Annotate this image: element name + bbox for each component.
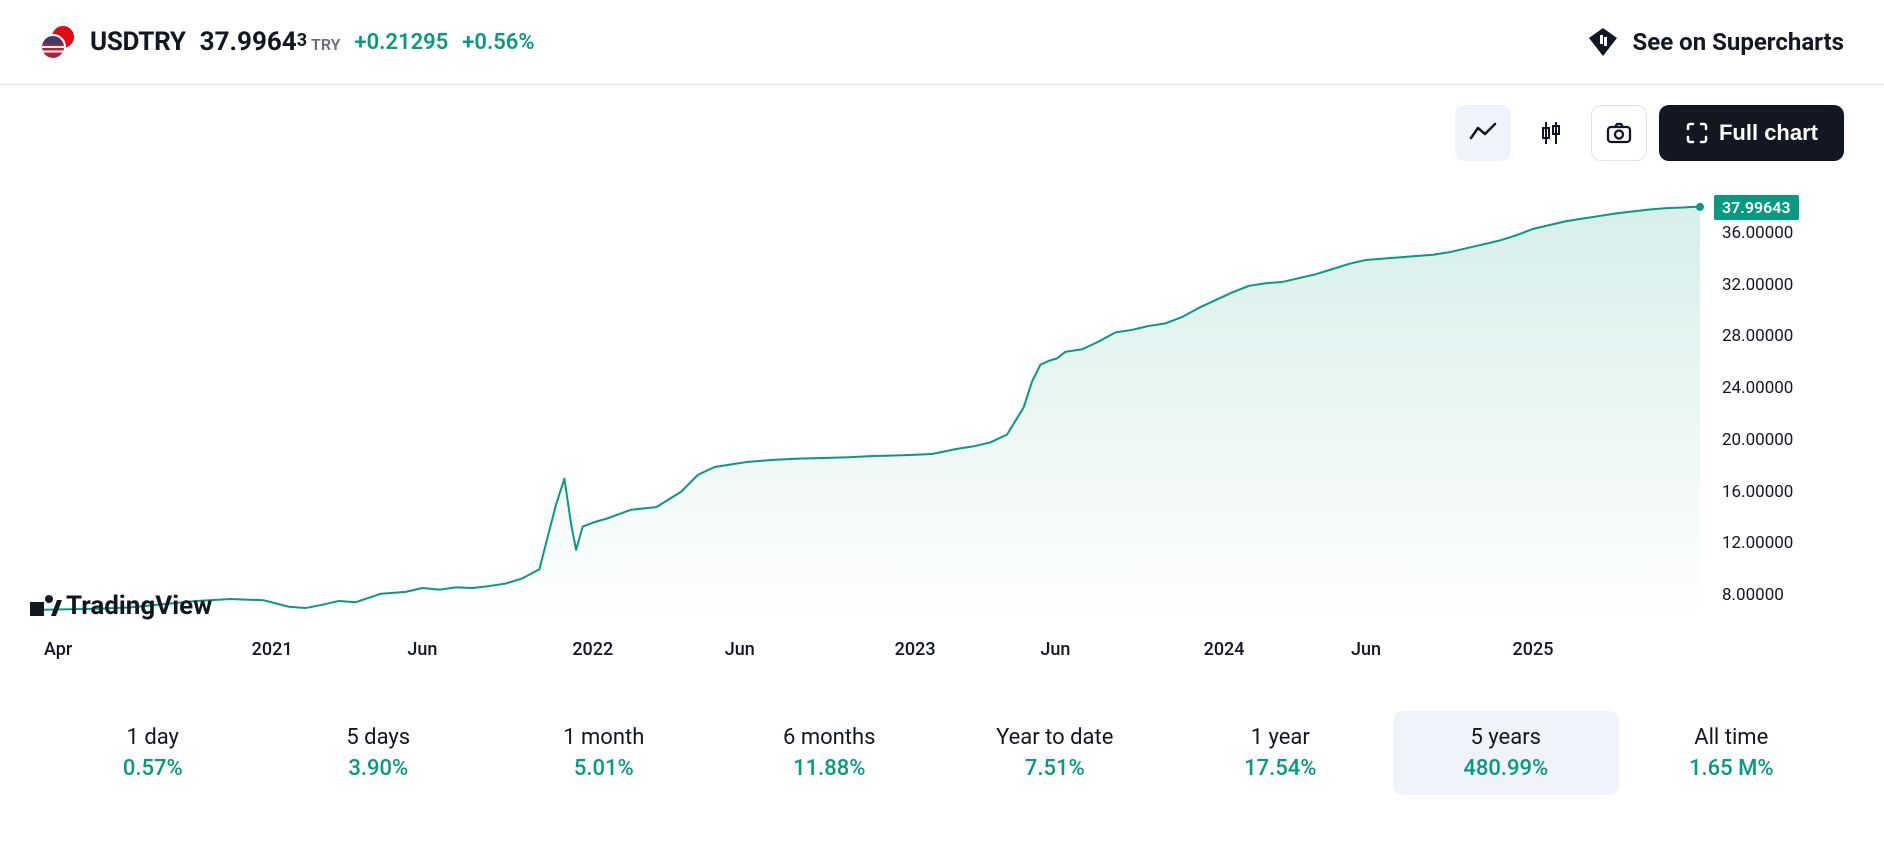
x-axis-tick: 2021 xyxy=(252,639,293,660)
tradingview-logo[interactable]: TradingView xyxy=(30,591,212,621)
period-value: 3.90% xyxy=(270,756,488,781)
chart-type-candle-button[interactable] xyxy=(1523,105,1579,161)
y-axis-tick: 28.00000 xyxy=(1722,326,1793,346)
current-price-badge: 37.99643 xyxy=(1714,195,1799,220)
period-value: 11.88% xyxy=(721,756,939,781)
header-bar: USDTRY 37.99643TRY +0.21295 +0.56% See o… xyxy=(0,0,1884,85)
flag-usd-icon xyxy=(40,34,66,60)
y-axis-tick: 8.00000 xyxy=(1722,585,1784,605)
y-axis-tick: 16.00000 xyxy=(1722,482,1793,502)
x-axis-tick: Apr xyxy=(44,639,72,660)
tv-logo-text: TradingView xyxy=(66,591,212,621)
period-selector: 1 day0.57%5 days3.90%1 month5.01%6 month… xyxy=(0,681,1884,795)
period-label: 1 year xyxy=(1172,725,1390,750)
full-chart-label: Full chart xyxy=(1719,120,1818,146)
period-label: 5 years xyxy=(1397,725,1615,750)
price-chart[interactable]: TradingView 8.00000 12.00000 16.00000 20.00… xyxy=(30,181,1790,681)
period-option[interactable]: Year to date 7.51% xyxy=(942,711,1168,795)
period-option[interactable]: 6 months 11.88% xyxy=(717,711,943,795)
chart-type-area-button[interactable] xyxy=(1455,105,1511,161)
x-axis-tick: Jun xyxy=(407,639,437,660)
x-axis-tick: Jun xyxy=(1040,639,1070,660)
tv-logo-icon xyxy=(30,594,62,618)
period-option[interactable]: All time 1.65 M% xyxy=(1619,711,1845,795)
expand-icon xyxy=(1685,121,1709,145)
camera-icon xyxy=(1604,118,1634,148)
y-axis-tick: 32.00000 xyxy=(1722,275,1793,295)
price-exponent: 3 xyxy=(297,30,307,51)
area-chart-icon xyxy=(1468,118,1498,148)
supercharts-link[interactable]: See on Supercharts xyxy=(1587,26,1845,58)
snapshot-button[interactable] xyxy=(1591,105,1647,161)
y-axis-tick: 24.00000 xyxy=(1722,378,1793,398)
full-chart-button[interactable]: Full chart xyxy=(1659,105,1844,161)
period-value: 480.99% xyxy=(1397,756,1615,781)
supercharts-label: See on Supercharts xyxy=(1633,28,1845,56)
y-axis-tick: 36.00000 xyxy=(1722,223,1793,243)
price-currency: TRY xyxy=(311,35,340,54)
period-label: Year to date xyxy=(946,725,1164,750)
x-axis-tick: 2022 xyxy=(572,639,613,660)
x-axis-tick: 2025 xyxy=(1513,639,1554,660)
x-axis-tick: Jun xyxy=(1351,639,1381,660)
period-label: 6 months xyxy=(721,725,939,750)
chart-canvas xyxy=(30,181,1790,681)
period-option[interactable]: 1 year 17.54% xyxy=(1168,711,1394,795)
period-value: 0.57% xyxy=(44,756,262,781)
period-option[interactable]: 5 years 480.99% xyxy=(1393,711,1619,795)
period-label: All time xyxy=(1623,725,1841,750)
x-axis-tick: 2024 xyxy=(1204,639,1245,660)
period-label: 1 day xyxy=(44,725,262,750)
y-axis-tick: 20.00000 xyxy=(1722,430,1793,450)
price-value: 37.9964 xyxy=(200,27,297,57)
period-label: 1 month xyxy=(495,725,713,750)
period-option[interactable]: 1 day 0.57% xyxy=(40,711,266,795)
y-axis-tick: 12.00000 xyxy=(1722,533,1793,553)
diamond-icon xyxy=(1587,26,1619,58)
x-axis-tick: 2023 xyxy=(895,639,936,660)
change-percent: +0.56% xyxy=(462,30,534,55)
candlestick-icon xyxy=(1536,118,1566,148)
period-label: 5 days xyxy=(270,725,488,750)
currency-pair-icon xyxy=(40,24,76,60)
last-price: 37.99643TRY xyxy=(200,27,341,57)
period-option[interactable]: 5 days 3.90% xyxy=(266,711,492,795)
x-axis-tick: Jun xyxy=(725,639,755,660)
period-value: 5.01% xyxy=(495,756,713,781)
period-option[interactable]: 1 month 5.01% xyxy=(491,711,717,795)
symbol-name: USDTRY xyxy=(90,27,186,57)
period-value: 17.54% xyxy=(1172,756,1390,781)
period-value: 7.51% xyxy=(946,756,1164,781)
period-value: 1.65 M% xyxy=(1623,756,1841,781)
change-absolute: +0.21295 xyxy=(355,30,449,55)
chart-toolbar: Full chart xyxy=(0,85,1884,171)
symbol-summary: USDTRY 37.99643TRY +0.21295 +0.56% xyxy=(40,24,535,60)
